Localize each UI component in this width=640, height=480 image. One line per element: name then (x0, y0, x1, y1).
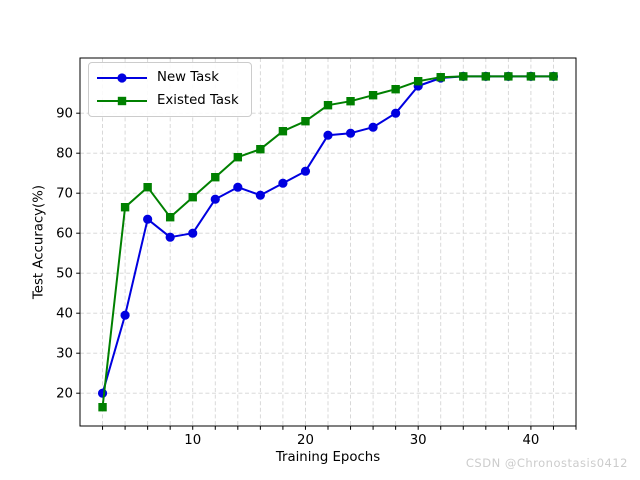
legend-item-existed-task: Existed Task (97, 91, 239, 111)
marker-circle (368, 122, 378, 132)
marker-square (120, 203, 130, 212)
marker-circle (188, 228, 198, 238)
marker-circle (165, 232, 175, 242)
marker-square (549, 72, 558, 81)
legend-label: New Task (157, 70, 219, 85)
data-series (97, 71, 559, 412)
marker-circle (255, 190, 265, 200)
marker-square (143, 183, 152, 192)
marker-circle (210, 194, 220, 204)
marker-circle (345, 128, 356, 138)
marker-square (233, 153, 243, 162)
marker-circle (233, 182, 243, 192)
marker-square (526, 72, 536, 81)
x-tick-label: 20 (297, 433, 314, 448)
marker-square (368, 91, 378, 100)
x-tick-label: 40 (522, 433, 539, 448)
tick-labels: 10 20 30 40 20 30 40 50 60 70 80 90 (56, 107, 539, 448)
marker-square (211, 173, 220, 182)
marker-square (165, 213, 175, 222)
marker-square (391, 85, 400, 94)
marker-circle (143, 214, 153, 224)
watermark-text: CSDN @Chronostasis0412 (465, 456, 628, 470)
marker-circle (278, 178, 288, 188)
legend-label: Existed Task (157, 93, 239, 108)
marker-square (323, 101, 333, 110)
legend-item-new-task: New Task (97, 68, 239, 88)
marker-circle (323, 130, 333, 140)
marker-square (188, 193, 197, 202)
marker-square (504, 72, 513, 81)
marker-square (459, 72, 468, 81)
marker-square (256, 145, 265, 154)
marker-circle (391, 108, 401, 118)
marker-square (98, 403, 107, 412)
marker-circle (97, 388, 108, 398)
plot-frame (79, 57, 577, 427)
y-tick-label: 40 (56, 307, 73, 322)
marker-square (436, 73, 445, 82)
marker-square (346, 97, 355, 106)
marker-square (481, 72, 491, 81)
y-tick-label: 80 (56, 147, 73, 162)
legend-circle-marker-icon (97, 73, 147, 83)
x-tick-label: 30 (410, 433, 427, 448)
marker-square (278, 127, 288, 136)
marker-circle (300, 166, 311, 176)
x-tick-label: 10 (184, 433, 201, 448)
y-tick-label: 30 (56, 347, 73, 362)
y-tick-label: 70 (56, 187, 73, 202)
marker-square (413, 77, 423, 86)
legend-square-marker-icon (97, 96, 147, 106)
x-axis-label: Training Epochs (275, 450, 381, 465)
y-axis-label: Test Accuracy(%) (31, 184, 47, 300)
y-tick-label: 20 (56, 387, 73, 402)
grid-lines (80, 58, 576, 426)
legend: New Task Existed Task (88, 62, 252, 117)
y-tick-label: 90 (56, 107, 73, 122)
marker-square (301, 117, 310, 126)
marker-circle (120, 310, 130, 320)
y-tick-label: 60 (56, 227, 73, 242)
series-existed-task (98, 72, 558, 412)
axis-ticks (76, 112, 577, 430)
y-tick-label: 50 (56, 267, 73, 282)
